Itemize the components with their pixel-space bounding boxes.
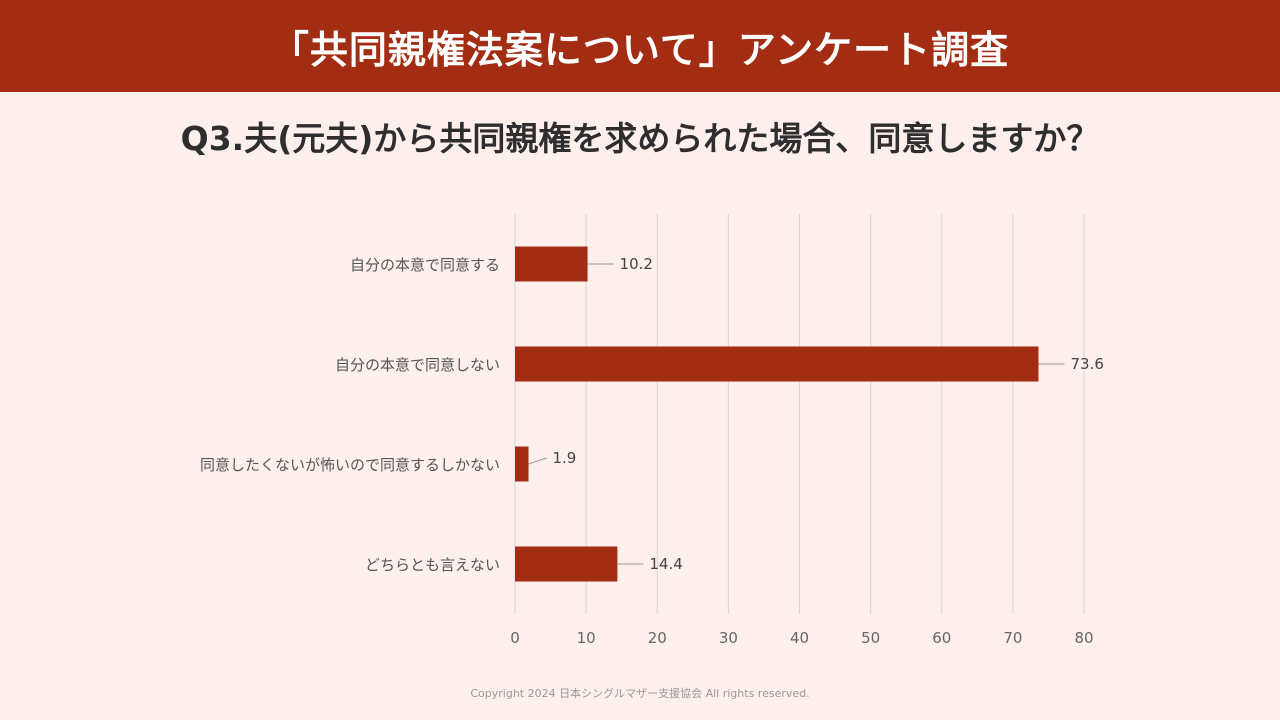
category-label: 自分の本意で同意する <box>350 256 500 274</box>
x-tick-label: 80 <box>1074 629 1093 647</box>
bars <box>515 246 1039 582</box>
x-tick-label: 20 <box>648 629 667 647</box>
x-tick-label: 50 <box>861 629 880 647</box>
copyright-footer: Copyright 2024 日本シングルマザー支援協会 All rights … <box>470 687 810 700</box>
bar <box>515 546 618 582</box>
category-label: 自分の本意で同意しない <box>335 356 500 374</box>
bar <box>515 246 588 282</box>
x-tick-label: 60 <box>932 629 951 647</box>
x-tick-label: 0 <box>510 629 520 647</box>
header-banner: 「共同親権法案について」アンケート調査 <box>0 0 1280 92</box>
leader-line <box>528 457 547 465</box>
data-label: 14.4 <box>649 555 682 573</box>
x-tick-label: 70 <box>1003 629 1022 647</box>
x-tick-label: 10 <box>577 629 596 647</box>
x-tick-label: 30 <box>719 629 738 647</box>
bar <box>515 346 1039 382</box>
bar-chart: 0 10 20 30 40 50 60 70 80 自分の本意で同意する 10.2 自分の本意で同意し… <box>200 214 1104 647</box>
question-title: Q3.夫(元夫)から共同親権を求められた場合、同意しますか？ <box>180 119 1100 158</box>
bar <box>515 446 529 482</box>
data-label: 10.2 <box>620 255 653 273</box>
labels: 0 10 20 30 40 50 60 70 80 自分の本意で同意する 10.2 自分の本意で同意し… <box>200 255 1104 647</box>
page-title: 「共同親権法案について」アンケート調査 <box>270 27 1010 72</box>
data-label: 73.6 <box>1070 355 1103 373</box>
category-label: どちらとも言えない <box>365 556 500 574</box>
category-label: 同意したくないが怖いので同意するしかない <box>200 456 500 474</box>
data-label: 1.9 <box>553 449 577 467</box>
x-tick-label: 40 <box>790 629 809 647</box>
